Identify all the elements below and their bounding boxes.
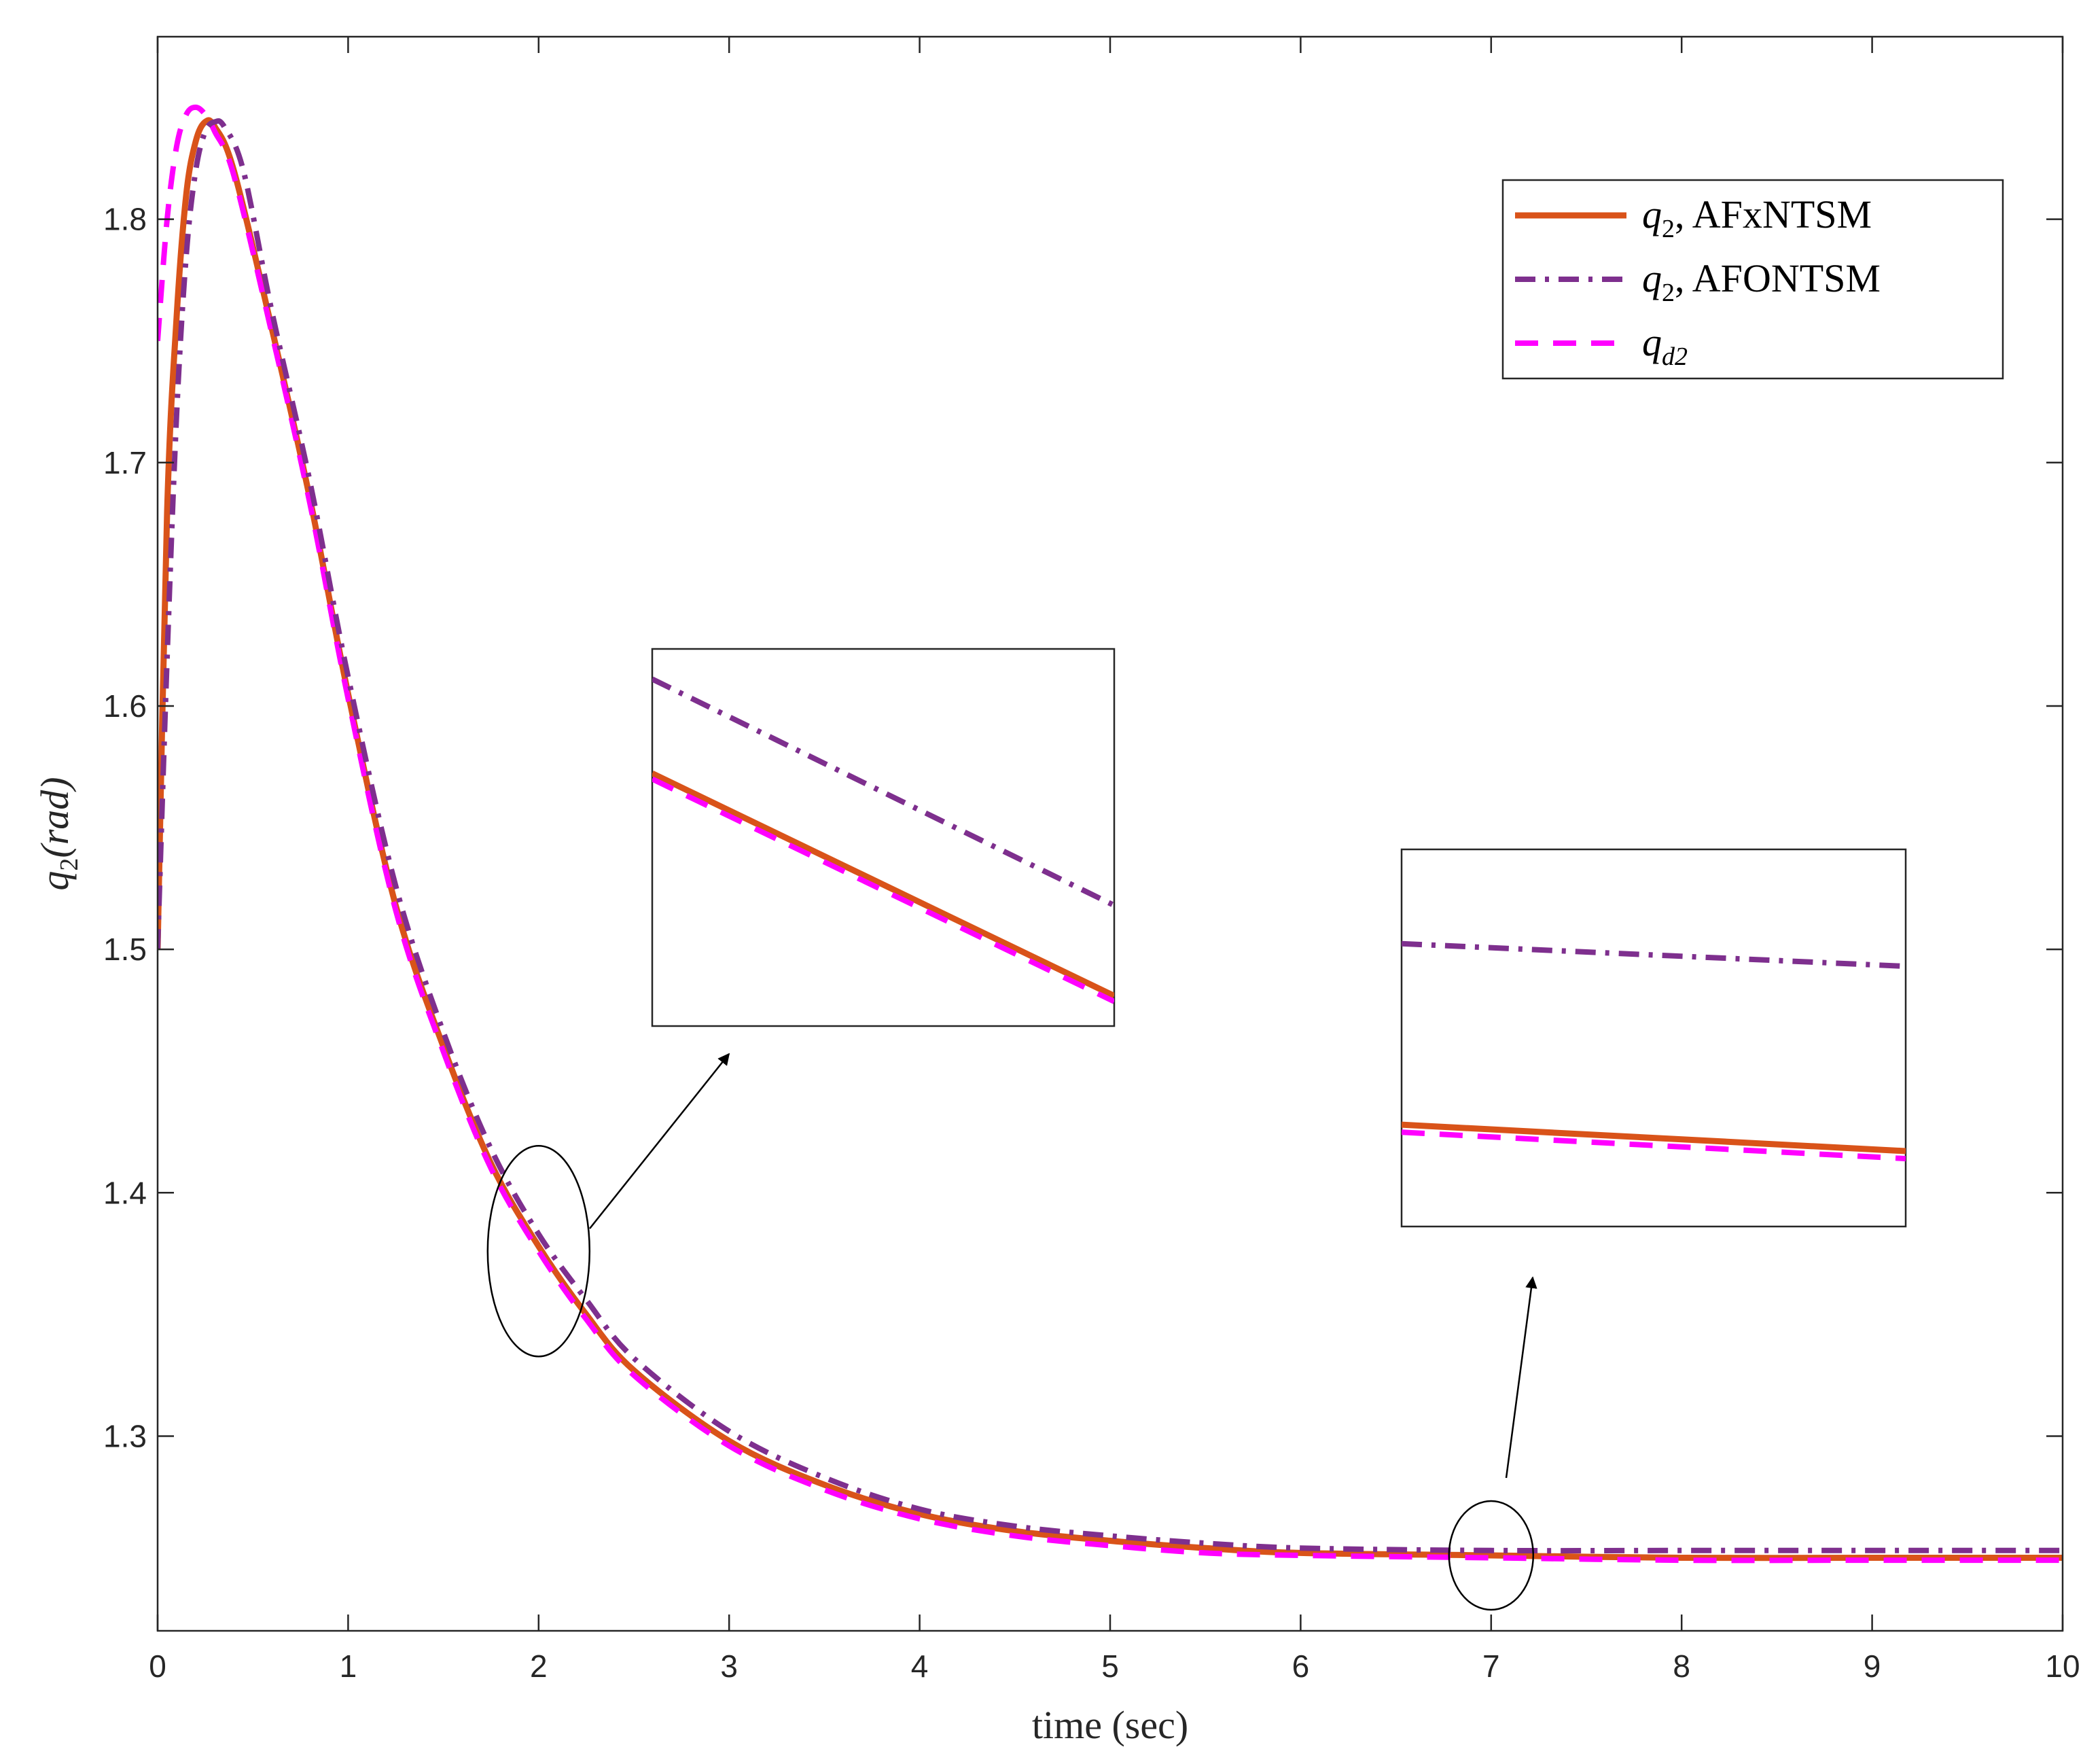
zoom-arrow xyxy=(589,1053,730,1229)
x-tick-label: 1 xyxy=(340,1648,357,1684)
x-tick-label: 7 xyxy=(1482,1648,1500,1684)
zoom-inset-line-afxntsm xyxy=(1402,1121,1906,1154)
legend-label-qd2: qd2 xyxy=(1642,320,1688,371)
series-line-afontsm xyxy=(158,118,2063,1554)
legend-label-afxntsm: q2, AFxNTSM xyxy=(1642,192,1872,243)
zoom-inset-line-qd2 xyxy=(652,776,1114,1004)
x-tick-label: 6 xyxy=(1292,1648,1310,1684)
zoom-arrow xyxy=(1505,1276,1537,1479)
x-axis-title: time (sec) xyxy=(1032,1703,1188,1747)
zoom-inset-lines xyxy=(652,676,1114,1004)
legend-label-afontsm: q2, AFONTSM xyxy=(1642,256,1881,307)
x-tick-label: 0 xyxy=(149,1648,166,1684)
y-tick-label: 1.7 xyxy=(103,445,147,480)
y-tick-label: 1.6 xyxy=(103,688,147,724)
zoom-inset-lines xyxy=(1402,940,1906,1162)
y-tick-label: 1.3 xyxy=(103,1418,147,1453)
x-tick-label: 8 xyxy=(1673,1648,1690,1684)
x-tick-label: 3 xyxy=(720,1648,738,1684)
y-axis-title-sub: 2 xyxy=(55,858,84,871)
zoom-inset-line-afxntsm xyxy=(652,771,1114,999)
y-axis-title-var: q xyxy=(33,871,77,891)
zoom-inset-line-qd2 xyxy=(1402,1129,1906,1162)
tick-layer: 0 1 2 3 4 5 6 7 8 9 10 1.3 1.4 1.5 1.6 1.7 1.8 xyxy=(103,37,2080,1684)
zoom-inset-box xyxy=(1400,848,1907,1228)
svg-text:q2(rad): q2(rad) xyxy=(33,777,84,890)
y-tick-label: 1.4 xyxy=(103,1175,147,1210)
y-axis-title-unit: (rad) xyxy=(33,777,77,858)
x-tick-label: 4 xyxy=(911,1648,929,1684)
series-line-qd2 xyxy=(158,104,2063,1564)
series-layer xyxy=(158,104,2063,1564)
legend: q2, AFxNTSM q2, AFONTSM qd2 xyxy=(1501,179,2004,380)
y-tick-label: 1.8 xyxy=(103,202,147,237)
x-tick-label: 10 xyxy=(2045,1648,2080,1684)
zoom-ellipse xyxy=(1448,1500,1535,1611)
x-tick-label: 2 xyxy=(530,1648,548,1684)
x-tick-label: 5 xyxy=(1101,1648,1119,1684)
zoom-ellipse xyxy=(486,1145,591,1358)
x-tick-label: 9 xyxy=(1864,1648,1881,1684)
y-tick-label: 1.5 xyxy=(103,932,147,967)
y-axis-title: q2(rad) xyxy=(33,777,84,890)
annotation-layer xyxy=(486,648,1907,1611)
